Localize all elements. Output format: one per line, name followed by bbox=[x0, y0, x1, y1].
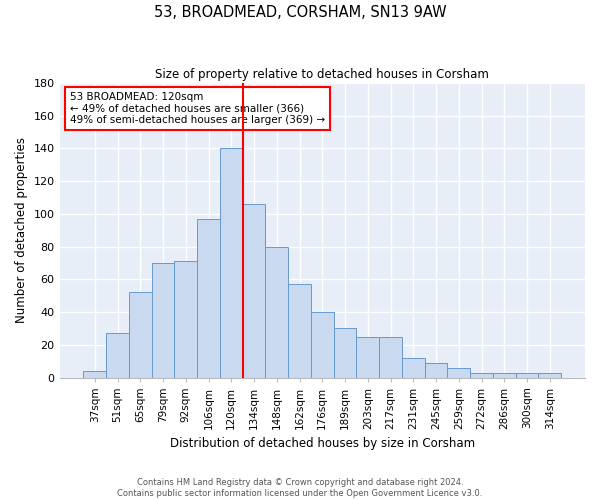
Bar bbox=[470, 372, 493, 378]
Bar bbox=[379, 336, 402, 378]
Bar bbox=[356, 336, 379, 378]
Bar bbox=[197, 219, 220, 378]
Bar bbox=[288, 284, 311, 378]
Bar bbox=[334, 328, 356, 378]
Bar bbox=[220, 148, 242, 378]
Text: 53 BROADMEAD: 120sqm
← 49% of detached houses are smaller (366)
49% of semi-deta: 53 BROADMEAD: 120sqm ← 49% of detached h… bbox=[70, 92, 325, 125]
Bar bbox=[448, 368, 470, 378]
Bar bbox=[83, 371, 106, 378]
Bar bbox=[152, 263, 175, 378]
Bar bbox=[425, 363, 448, 378]
Text: 53, BROADMEAD, CORSHAM, SN13 9AW: 53, BROADMEAD, CORSHAM, SN13 9AW bbox=[154, 5, 446, 20]
Bar bbox=[175, 262, 197, 378]
Y-axis label: Number of detached properties: Number of detached properties bbox=[15, 138, 28, 324]
Bar bbox=[538, 372, 561, 378]
Bar bbox=[242, 204, 265, 378]
Bar bbox=[106, 334, 129, 378]
Title: Size of property relative to detached houses in Corsham: Size of property relative to detached ho… bbox=[155, 68, 489, 80]
Bar bbox=[311, 312, 334, 378]
Bar bbox=[515, 372, 538, 378]
X-axis label: Distribution of detached houses by size in Corsham: Distribution of detached houses by size … bbox=[170, 437, 475, 450]
Bar bbox=[129, 292, 152, 378]
Bar bbox=[265, 246, 288, 378]
Bar bbox=[493, 372, 515, 378]
Bar bbox=[402, 358, 425, 378]
Text: Contains HM Land Registry data © Crown copyright and database right 2024.
Contai: Contains HM Land Registry data © Crown c… bbox=[118, 478, 482, 498]
